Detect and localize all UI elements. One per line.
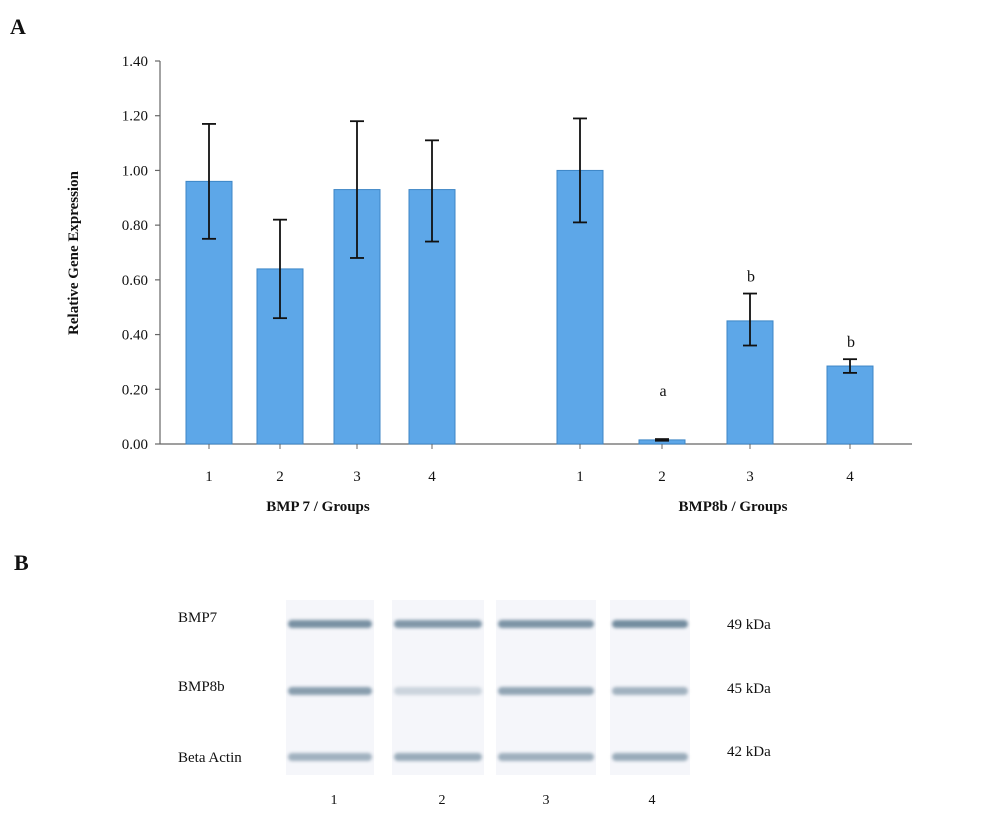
blot-band [612,687,688,695]
lane-number: 4 [648,793,656,808]
blot-row-label-bmp7: BMP7 [178,610,218,626]
x-tick-label: 1 [205,469,213,485]
significance-label: b [847,334,855,351]
y-tick-label: 1.00 [122,163,148,179]
panel-b-label: B [14,550,29,575]
lane-number: 2 [438,793,446,808]
significance-label: a [659,383,666,400]
blot-membrane [270,590,710,780]
y-tick-label: 0.00 [122,437,148,453]
panel-a-label: A [10,14,26,39]
kda-label-bmp8b: 45 kDa [727,681,771,697]
x-tick-label: 1 [576,469,584,485]
blot-band [612,753,688,761]
y-tick-label: 0.40 [122,328,148,344]
lane-number: 1 [330,793,338,808]
blot-band [394,687,482,695]
x-tick-label: 4 [846,469,854,485]
y-tick-label: 0.60 [122,273,148,289]
x-tick-label: 2 [276,469,284,485]
blot-band [394,620,482,628]
blot-band [394,753,482,761]
group-label: BMP 7 / Groups [266,499,370,515]
y-tick-label: 0.20 [122,382,148,398]
blot-band [498,753,594,761]
kda-label-beta-actin: 42 kDa [727,744,771,760]
blot-band [498,620,594,628]
blot-row-label-beta-actin: Beta Actin [178,750,242,766]
blot-band [288,687,372,695]
y-tick-label: 1.40 [122,54,148,70]
y-tick-label: 0.80 [122,218,148,234]
y-tick-label: 1.20 [122,109,148,125]
blot-band [288,753,372,761]
blot-row-label-bmp8b: BMP8b [178,679,225,695]
bar-chart: 0.00 0.20 0.40 0.60 0.80 1.00 1.20 1.40 Relative… [66,54,912,515]
lane-number: 3 [542,793,550,808]
x-tick-label: 3 [746,469,754,485]
x-tick-label: 4 [428,469,436,485]
x-tick-label: 3 [353,469,361,485]
blot-band [288,620,372,628]
bar [826,365,874,445]
y-axis-label: Relative Gene Expression [66,170,82,335]
blot-band [498,687,594,695]
group-label: BMP8b / Groups [679,499,788,515]
significance-label: b [747,269,755,286]
blot-band [612,620,688,628]
blot-lane [392,600,484,775]
x-tick-label: 2 [658,469,666,485]
kda-label-bmp7: 49 kDa [727,617,771,633]
